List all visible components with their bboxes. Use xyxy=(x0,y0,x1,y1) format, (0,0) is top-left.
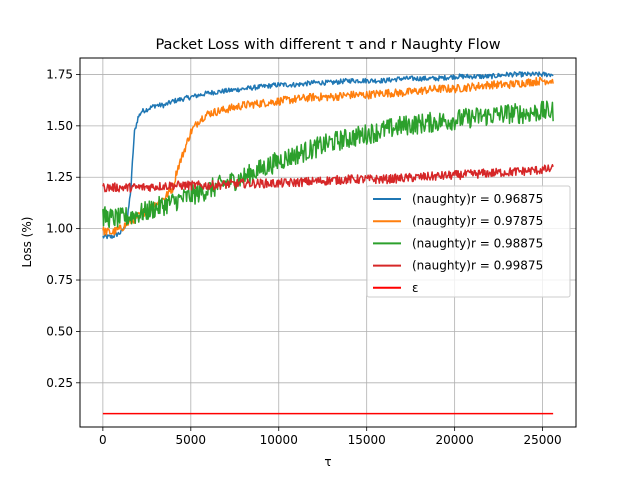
x-tick-label: 20000 xyxy=(436,433,474,447)
legend-label-4: ε xyxy=(412,281,419,295)
legend-box xyxy=(366,185,571,298)
legend: (naughty)r = 0.96875 (naughty)r = 0.97875… xyxy=(366,185,571,298)
series-line-2 xyxy=(102,100,554,229)
x-axis-label: τ xyxy=(324,455,331,469)
y-tick-label: 0.75 xyxy=(46,273,73,287)
series-line-1 xyxy=(102,76,554,236)
y-tick-label: 0.50 xyxy=(46,324,73,338)
axis-ticks: 0 5000 10000 15000 20000 25000 0.25 0.50 0.75 1.0… xyxy=(46,67,561,447)
legend-label-1: (naughty)r = 0.97875 xyxy=(412,214,543,228)
x-tick-label: 10000 xyxy=(260,433,298,447)
x-tick-label: 25000 xyxy=(523,433,561,447)
chart-title: Packet Loss with different τ and r Naugh… xyxy=(155,37,500,53)
legend-label-2: (naughty)r = 0.98875 xyxy=(412,236,543,250)
x-tick-label: 5000 xyxy=(176,433,207,447)
plot-area-frame xyxy=(79,57,577,428)
y-tick-label: 1.25 xyxy=(46,170,73,184)
x-tick-label: 0 xyxy=(99,433,107,447)
series-line-0 xyxy=(102,71,554,240)
y-tick-label: 1.75 xyxy=(46,67,73,81)
y-tick-label: 1.00 xyxy=(46,222,73,236)
y-tick-label: 1.50 xyxy=(46,119,73,133)
legend-label-0: (naughty)r = 0.96875 xyxy=(412,192,543,206)
y-axis-label: Loss (%) xyxy=(20,217,34,268)
series-group xyxy=(102,71,554,415)
y-tick-label: 0.25 xyxy=(46,376,73,390)
legend-label-3: (naughty)r = 0.99875 xyxy=(412,259,543,273)
x-tick-label: 15000 xyxy=(348,433,386,447)
series-line-3 xyxy=(102,163,554,193)
